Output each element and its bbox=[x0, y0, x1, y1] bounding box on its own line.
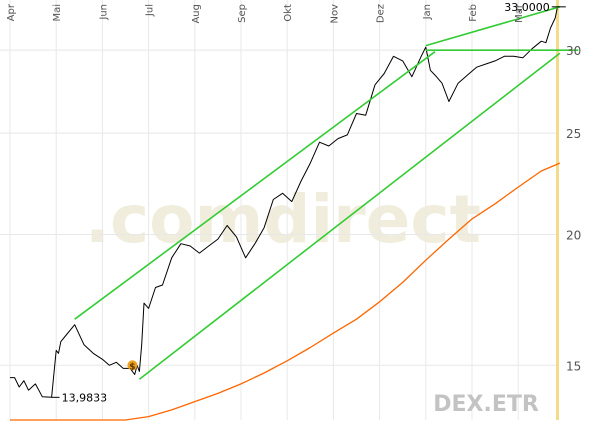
high-value-label: 33,0000 bbox=[504, 1, 550, 14]
x-tick-label: Mar bbox=[514, 3, 525, 23]
chart-watermark: .comdirect bbox=[85, 181, 481, 258]
y-tick-label: 15 bbox=[566, 359, 581, 373]
low-value-label: 13,9833 bbox=[62, 391, 108, 404]
grid bbox=[0, 0, 556, 420]
x-tick-label: Jun bbox=[98, 4, 109, 21]
dividend-marker-icon bbox=[127, 360, 138, 371]
axis-band bbox=[556, 0, 559, 420]
channel-upper-line bbox=[74, 51, 436, 320]
breakout-line bbox=[425, 6, 561, 47]
x-tick-label: Okt bbox=[283, 4, 294, 22]
x-tick-label: Jan bbox=[422, 4, 433, 20]
series-group bbox=[10, 6, 579, 421]
y-tick-label: 25 bbox=[566, 127, 581, 141]
x-tick-label: Sep bbox=[237, 4, 248, 23]
y-tick-label: 20 bbox=[566, 229, 581, 243]
channel-lower-line bbox=[138, 52, 561, 380]
price-line bbox=[10, 6, 560, 398]
x-tick-label: Jul bbox=[145, 4, 156, 17]
average-line bbox=[10, 162, 561, 421]
x-tick-label: Feb bbox=[468, 4, 479, 22]
chart-symbol: DEX.ETR bbox=[433, 392, 539, 417]
x-tick-label: Nov bbox=[329, 4, 340, 24]
x-tick-label: Aug bbox=[191, 4, 202, 24]
marker-group: 13,9833 33,0000 $ bbox=[51, 1, 566, 404]
x-tick-label: Mai bbox=[52, 4, 63, 22]
x-tick-label: Apr bbox=[6, 3, 17, 21]
y-tick-label: 30 bbox=[566, 44, 581, 58]
right-axis-band bbox=[556, 0, 559, 420]
x-tick-label: Dez bbox=[376, 4, 387, 23]
tick-label-group: Apr Mai Jun Jul Aug Sep Okt Nov Dez Jan Feb Mar 15 20… bbox=[6, 3, 581, 373]
dividend-marker-label: $ bbox=[129, 362, 135, 372]
